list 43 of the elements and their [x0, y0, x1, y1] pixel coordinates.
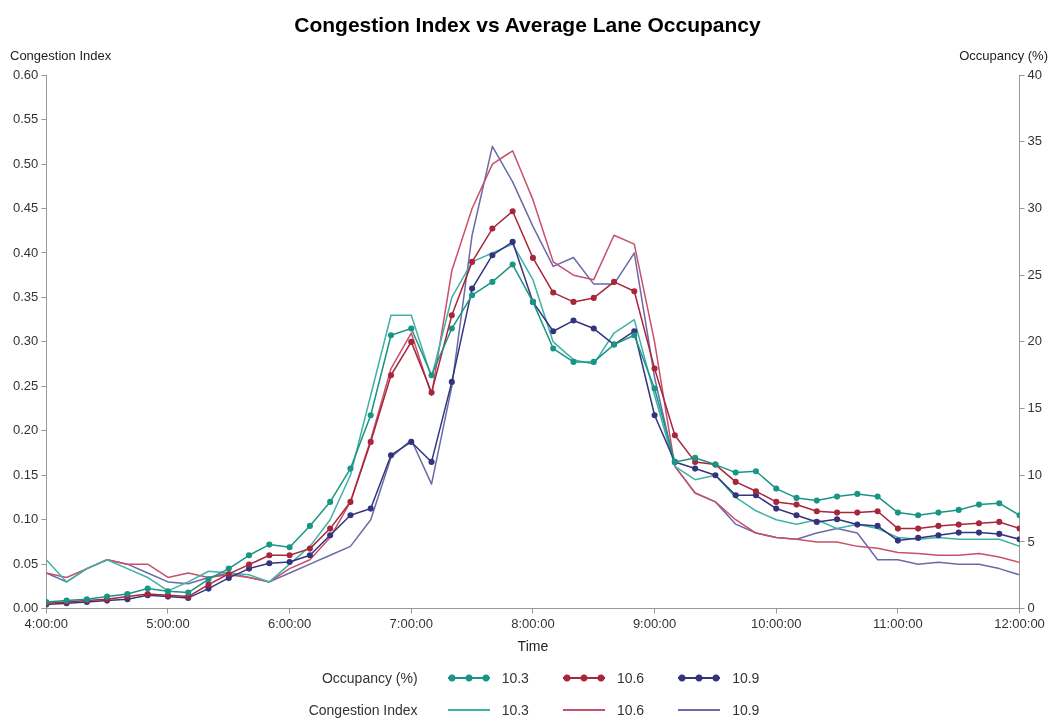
text: Occupancy (%) [321, 670, 418, 686]
x-tick-label: 10:00:00 [750, 615, 802, 631]
y-tick-label: 0.30 [12, 333, 39, 349]
legend-label: 10.6 [616, 702, 645, 718]
x-tick-label: 6:00:00 [267, 615, 312, 631]
y2-tick-label: 10 [1027, 466, 1043, 482]
text: Congestion Index [308, 702, 418, 718]
y2-tick-label: 40 [1027, 66, 1043, 82]
legend-label: 10.3 [501, 670, 529, 686]
y2-tick-label: 5 [1027, 533, 1035, 549]
y-tick-label: 0.55 [12, 111, 39, 127]
y-tick-label: 0.60 [12, 66, 39, 82]
legend-label: 10.6 [616, 670, 645, 686]
y2-tick-label: 15 [1027, 400, 1043, 416]
y-axis-title: Congestion Index [10, 48, 112, 64]
x-tick-label: 8:00:00 [511, 615, 555, 631]
y2-tick-label: 35 [1027, 133, 1043, 149]
y2-tick-label: 25 [1027, 266, 1043, 282]
y-tick-label: 0.35 [12, 289, 39, 305]
y-tick-label: 0.40 [12, 244, 39, 260]
y2-tick-label: 0 [1027, 600, 1035, 616]
y-tick-label: 0.45 [12, 200, 39, 216]
x-tick-label: 12:00:00 [994, 615, 1045, 631]
legend-label: 10.9 [732, 670, 760, 686]
y-tick-label: 0.05 [12, 555, 39, 571]
x-tick-label: 11:00:00 [873, 615, 923, 631]
y-tick-label: 0.25 [12, 377, 39, 393]
y-tick-label: 0.15 [12, 466, 39, 482]
y-tick-label: 0.20 [12, 422, 39, 438]
chart-title: Congestion Index vs Average Lane Occupancy [294, 13, 762, 37]
legend-label: 10.9 [732, 702, 760, 718]
x-axis-title: Time [517, 638, 549, 655]
x-tick-label: 7:00:00 [389, 615, 433, 631]
y2-tick-label: 20 [1027, 333, 1043, 349]
y-tick-label: 0.00 [12, 600, 39, 616]
legend-label: 10.3 [501, 702, 529, 718]
y-tick-label: 0.10 [12, 511, 39, 527]
y2-axis-title: Occupancy (%) [959, 48, 1048, 64]
x-tick-label: 5:00:00 [146, 615, 190, 631]
y-tick-label: 0.50 [12, 155, 39, 171]
y2-tick-label: 30 [1027, 200, 1043, 216]
x-tick-label: 9:00:00 [632, 615, 677, 631]
x-tick-label: 4:00:00 [24, 615, 68, 631]
